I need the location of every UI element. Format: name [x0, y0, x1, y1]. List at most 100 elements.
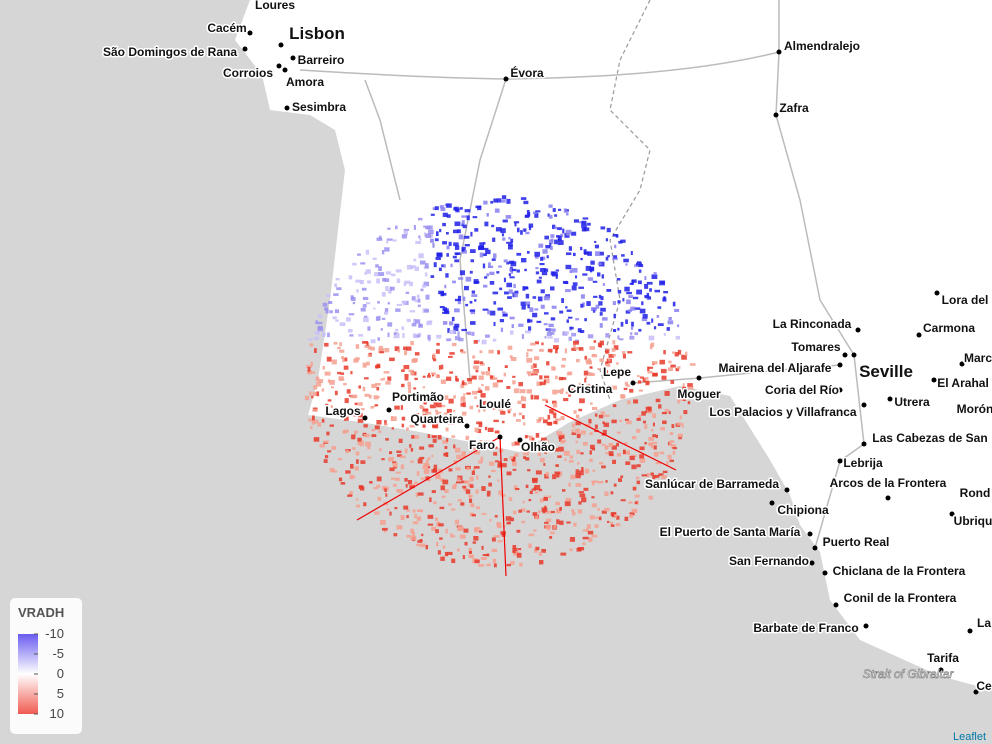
- radar-cell: [551, 510, 555, 514]
- radar-cell: [454, 245, 460, 250]
- radar-cell: [626, 420, 632, 425]
- radar-cell: [547, 213, 550, 217]
- radar-cell: [478, 408, 481, 413]
- radar-cell: [462, 411, 467, 416]
- radar-cell: [394, 332, 397, 335]
- radar-cell: [669, 432, 674, 436]
- radar-cell: [546, 361, 550, 366]
- radar-cell: [595, 251, 600, 256]
- radar-cell: [374, 425, 380, 430]
- radar-cell: [406, 427, 409, 431]
- radar-cell: [636, 262, 642, 266]
- radar-cell: [313, 385, 318, 390]
- radar-cell: [442, 321, 448, 325]
- radar-cell: [337, 346, 341, 350]
- place-dot: [276, 63, 282, 69]
- radar-cell: [457, 499, 462, 502]
- radar-cell: [510, 560, 515, 565]
- radar-cell: [687, 383, 693, 387]
- radar-cell: [422, 284, 427, 288]
- radar-cell: [612, 354, 616, 357]
- radar-cell: [425, 226, 431, 230]
- radar-cell: [629, 388, 634, 393]
- radar-cell: [349, 409, 355, 414]
- roads: [299, 0, 865, 549]
- radar-cell: [317, 321, 323, 325]
- radar-cell: [633, 510, 638, 514]
- radar-cell: [427, 334, 431, 340]
- radar-cell: [594, 244, 599, 249]
- radar-cell: [605, 361, 609, 364]
- radar-cell: [423, 398, 427, 404]
- radar-cell: [501, 420, 505, 424]
- radar-cell: [462, 485, 467, 489]
- radar-cell: [389, 451, 393, 455]
- radar-cell: [328, 301, 333, 304]
- radar-cell: [682, 386, 686, 392]
- radar-cell: [411, 296, 416, 301]
- radar-cell: [664, 391, 670, 396]
- radar-cell: [506, 282, 513, 288]
- radar-cell: [355, 357, 360, 361]
- radar-cell: [677, 400, 681, 404]
- radar-cell: [425, 233, 432, 239]
- radar-cell: [605, 238, 609, 242]
- radar-cell: [631, 321, 634, 327]
- radar-cell: [430, 275, 435, 278]
- radar-cell: [461, 250, 467, 254]
- radar-cell: [487, 367, 491, 372]
- radar-cell: [544, 312, 549, 315]
- radar-cell: [555, 464, 559, 468]
- radar-cell: [555, 508, 559, 514]
- radar-cell: [668, 411, 671, 415]
- radar-cell: [442, 440, 448, 444]
- radar-cell: [340, 482, 346, 485]
- radar-cell: [592, 406, 598, 410]
- radar-cell: [573, 344, 576, 348]
- place-label: Lepe: [603, 365, 631, 379]
- radar-cell: [613, 345, 619, 350]
- place-label: La: [977, 616, 991, 630]
- radar-cell: [502, 219, 508, 223]
- radar-cell: [575, 318, 580, 321]
- place-dot: [967, 628, 973, 634]
- radar-cell: [417, 298, 421, 303]
- radar-cell: [530, 365, 534, 369]
- radar-cell: [478, 422, 483, 428]
- radar-cell: [419, 456, 425, 460]
- radar-cell: [625, 369, 629, 373]
- radar-cell: [416, 516, 422, 521]
- radar-cell: [460, 349, 464, 352]
- radar-cell: [588, 418, 592, 424]
- radar-cell: [424, 463, 430, 467]
- radar-cell: [377, 301, 380, 304]
- radar-cell: [432, 353, 435, 359]
- radar-cell: [543, 379, 546, 384]
- radar-cell: [528, 499, 532, 502]
- radar-cell: [564, 331, 569, 335]
- radar-cell: [522, 286, 526, 291]
- attribution[interactable]: Leaflet: [953, 731, 986, 743]
- radar-cell: [346, 389, 351, 394]
- radar-cell: [541, 271, 548, 276]
- radar-cell: [444, 552, 448, 557]
- radar-cell: [315, 376, 320, 381]
- radar-cell: [542, 440, 545, 445]
- radar-cell: [543, 463, 546, 466]
- radar-cell: [674, 352, 679, 357]
- radar-cell: [627, 400, 631, 405]
- radar-cell: [416, 413, 420, 417]
- radar-cell: [442, 545, 446, 549]
- radar-cell: [417, 458, 423, 464]
- radar-cell: [355, 451, 360, 456]
- radar-cell: [433, 394, 438, 400]
- radar-cell: [592, 469, 596, 472]
- radar-cell: [427, 372, 430, 376]
- radar-cell: [585, 384, 589, 388]
- radar-cell: [555, 349, 558, 354]
- radar-cell: [469, 498, 473, 503]
- radar-cell: [473, 281, 480, 284]
- radar-cell: [376, 386, 380, 391]
- radar-cell: [335, 319, 339, 322]
